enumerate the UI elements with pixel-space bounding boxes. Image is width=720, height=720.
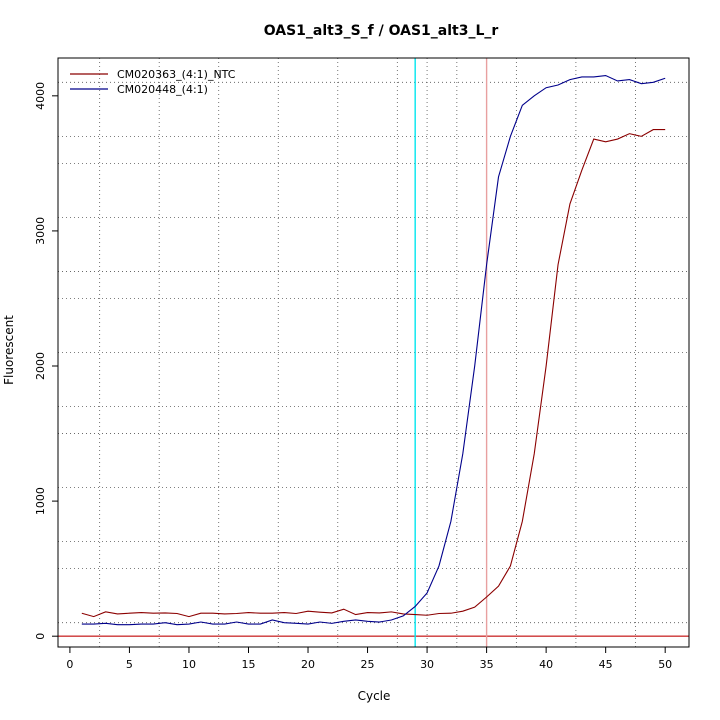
x-axis-label: Cycle	[358, 689, 391, 703]
x-tick-label: 10	[182, 658, 196, 671]
x-tick-label: 0	[66, 658, 73, 671]
axes: 0 5 10 15 20 25 30 35 40 45 50 0 1000 2000 3000 4000	[34, 57, 690, 671]
series-line-0	[81, 129, 666, 618]
y-tick-label: 4000	[34, 82, 47, 110]
y-tick-label: 3000	[34, 217, 47, 245]
legend: CM020363_(4:1)_NTC CM020448_(4:1)	[70, 68, 236, 96]
marker-lines	[58, 58, 689, 647]
x-tick-label: 45	[599, 658, 613, 671]
x-tick-label: 25	[361, 658, 375, 671]
legend-label-ntc: CM020363_(4:1)_NTC	[117, 68, 236, 81]
series-line-1	[81, 74, 666, 626]
x-tick-label: 5	[126, 658, 133, 671]
series-lines	[81, 74, 666, 626]
plot-frame	[57, 57, 690, 648]
x-tick-label: 15	[241, 658, 255, 671]
x-tick-label: 35	[480, 658, 494, 671]
x-tick-label: 40	[539, 658, 553, 671]
y-tick-label: 0	[34, 633, 47, 640]
x-tick-label: 30	[420, 658, 434, 671]
legend-label-sample: CM020448_(4:1)	[117, 83, 208, 96]
chart-title: OAS1_alt3_S_f / OAS1_alt3_L_r	[264, 23, 499, 39]
y-axis-label: Fluorescent	[2, 315, 16, 385]
x-tick-label: 50	[658, 658, 672, 671]
y-tick-label: 1000	[34, 487, 47, 515]
x-tick-label: 20	[301, 658, 315, 671]
y-tick-label: 2000	[34, 352, 47, 380]
grid-lines	[58, 58, 689, 647]
